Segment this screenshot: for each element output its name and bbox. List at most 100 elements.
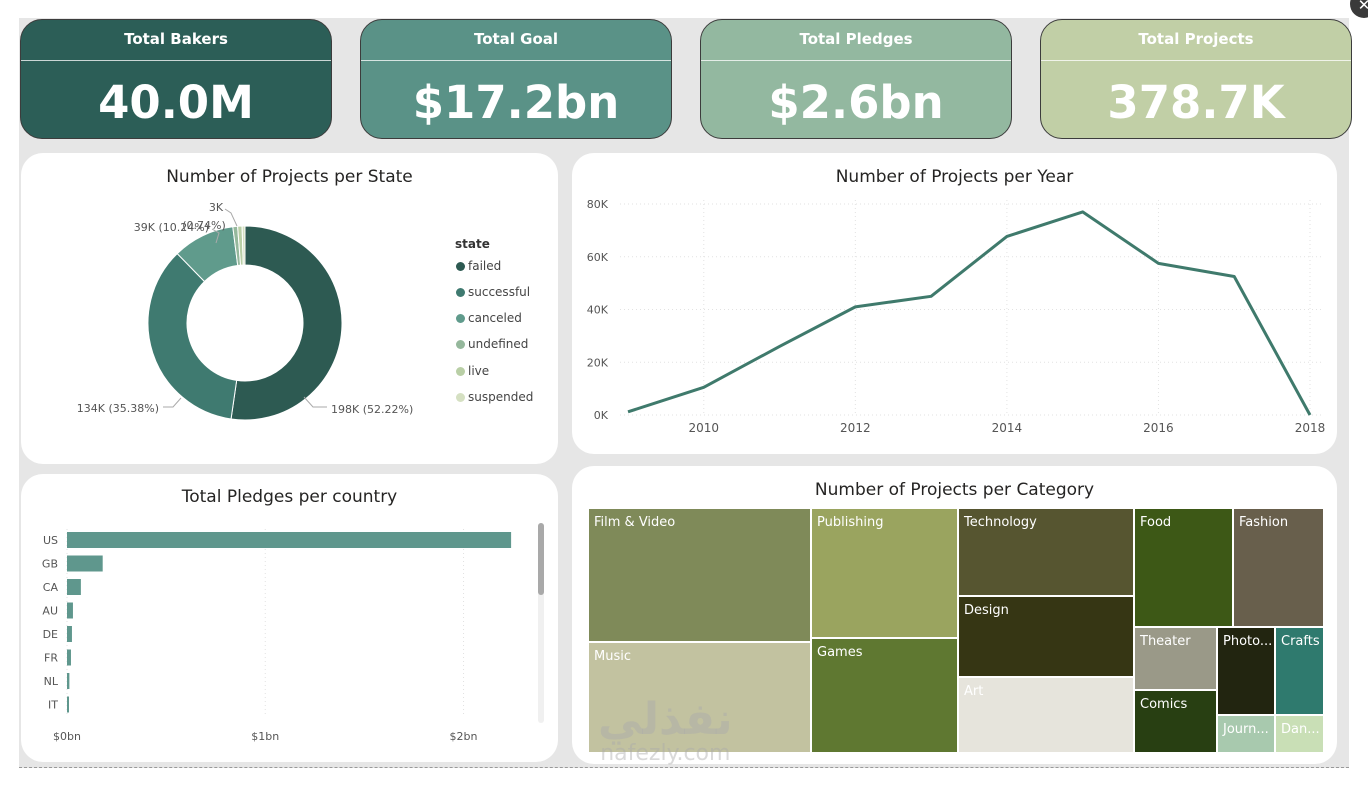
bar-AU[interactable] <box>67 602 73 619</box>
bar-US[interactable] <box>67 532 512 548</box>
chart-scrollbar[interactable] <box>538 523 544 723</box>
x-tick-label: 2010 <box>689 421 720 435</box>
watermark-latin: nafezly.com <box>600 741 731 766</box>
legend-label: live <box>468 364 490 378</box>
donut-slice-failed[interactable] <box>230 225 343 421</box>
kpi-total-goal[interactable]: Total Goal $17.2bn <box>360 19 672 139</box>
y-tick-label: 0K <box>594 409 609 422</box>
x-tick-label: 2014 <box>992 421 1023 435</box>
legend-dot <box>456 366 465 376</box>
donut-slice-suspended[interactable] <box>241 225 246 266</box>
y-tick-label: IT <box>48 699 58 712</box>
treemap-cell[interactable]: Dan... <box>1275 715 1324 753</box>
kpi-value: 40.0M <box>98 76 254 129</box>
legend-dot <box>456 313 465 323</box>
treemap-cell[interactable]: Technology <box>958 508 1134 596</box>
chart-title: Number of Projects per Category <box>814 480 1095 500</box>
treemap-cell[interactable]: Publishing <box>811 508 958 638</box>
treemap-label: Photo... <box>1223 634 1273 649</box>
treemap-label: Journ... <box>1223 722 1269 737</box>
kpi-total-projects[interactable]: Total Projects 378.7K <box>1040 19 1352 139</box>
legend-dot <box>456 261 465 271</box>
leader-line <box>211 228 220 244</box>
treemap-cell[interactable]: Fashion <box>1233 508 1324 627</box>
legend-label: undefined <box>468 337 529 351</box>
treemap-cell[interactable]: Music <box>588 642 811 753</box>
scroll-thumb[interactable] <box>538 523 544 595</box>
legend-item-undefined[interactable]: undefined <box>456 337 528 351</box>
treemap-cell[interactable]: Art <box>958 677 1134 753</box>
y-tick-label: NL <box>44 675 59 688</box>
legend-label: canceled <box>468 311 522 325</box>
treemap-label: Music <box>594 649 631 664</box>
country-chart-card[interactable]: Total Pledges per country $0bn $1bn $2bn US… <box>21 474 558 762</box>
bar-FR[interactable] <box>67 649 71 666</box>
state-chart-card[interactable]: Number of Projects per State 198K (52.22… <box>21 153 558 464</box>
chart-title: Number of Projects per State <box>166 167 413 187</box>
legend-item-successful[interactable]: successful <box>456 285 530 299</box>
legend-dot <box>456 392 465 402</box>
bar-NL[interactable] <box>67 673 70 689</box>
kpi-divider <box>21 60 331 61</box>
close-icon[interactable]: ✕ <box>1350 0 1368 18</box>
treemap-cell[interactable]: Journ... <box>1217 715 1275 753</box>
series-line[interactable] <box>627 210 1312 416</box>
bar-CA[interactable] <box>67 579 81 595</box>
chart-title: Total Pledges per country <box>181 487 398 507</box>
treemap-cell[interactable]: Film & Video <box>588 508 811 642</box>
treemap-label: Fashion <box>1239 515 1289 530</box>
treemap-label: Technology <box>964 515 1037 530</box>
legend-label: failed <box>468 259 502 273</box>
kpi-title: Total Bakers <box>124 30 228 48</box>
x-tick-label: 2018 <box>1295 421 1326 435</box>
donut-chart[interactable]: 198K (52.22%) 134K (35.38%) 39K (10.24%)3K… <box>21 153 558 464</box>
treemap-cell[interactable]: Games <box>811 638 958 753</box>
legend-label: successful <box>468 285 531 299</box>
data-label: (0.74%) <box>182 219 226 232</box>
treemap-label: Art <box>964 684 984 699</box>
legend-item-canceled[interactable]: canceled <box>456 311 522 325</box>
data-label: 39K (10.24%) <box>134 221 209 234</box>
y-tick-label: 60K <box>587 251 609 264</box>
bar-IT[interactable] <box>67 696 69 713</box>
leader-line <box>224 208 238 227</box>
treemap-cell[interactable]: Crafts <box>1275 627 1324 715</box>
treemap-label: Film & Video <box>594 515 676 530</box>
legend-item-live[interactable]: live <box>456 364 489 378</box>
treemap-cell[interactable]: Photo... <box>1217 627 1275 715</box>
year-chart-card[interactable]: Number of Projects per Year 80K 60K 40K 20K… <box>572 153 1337 454</box>
treemap-label: Food <box>1140 515 1172 530</box>
kpi-divider <box>361 60 671 61</box>
y-tick-label: 40K <box>587 304 609 317</box>
y-tick-label: DE <box>43 628 58 641</box>
x-tick-label: 2016 <box>1143 421 1174 435</box>
y-tick-label: FR <box>44 652 58 665</box>
kpi-total-pledges[interactable]: Total Pledges $2.6bn <box>700 19 1012 139</box>
treemap-cell[interactable]: Comics <box>1134 690 1217 753</box>
kpi-divider <box>1041 60 1351 61</box>
legend-dot <box>456 287 465 297</box>
kpi-total-bakers[interactable]: Total Bakers 40.0M <box>20 19 332 139</box>
kpi-divider <box>701 60 1011 61</box>
line-chart[interactable]: 80K 60K 40K 20K 0K 2010 2012 2014 2016 2018 <box>572 153 1337 454</box>
legend-dot <box>456 339 465 349</box>
legend-item-failed[interactable]: failed <box>456 259 501 273</box>
kpi-title: Total Projects <box>1138 30 1254 48</box>
x-tick-label: $0bn <box>53 730 81 743</box>
x-tick-label: 2012 <box>840 421 871 435</box>
donut-slice-successful[interactable] <box>147 252 238 420</box>
data-label: 134K (35.38%) <box>77 402 159 415</box>
treemap-label: Games <box>817 645 863 660</box>
y-tick-label: AU <box>42 605 58 618</box>
treemap-cell[interactable]: Theater <box>1134 627 1217 690</box>
bar-GB[interactable] <box>67 555 103 572</box>
watermark-arabic: نفذلي <box>598 694 733 745</box>
bar-chart[interactable]: $0bn $1bn $2bn US GB CA AU DE FR NL IT <box>21 474 558 762</box>
legend-item-suspended[interactable]: suspended <box>456 390 533 404</box>
treemap-label: Dan... <box>1281 722 1320 737</box>
legend-label: suspended <box>468 390 534 404</box>
treemap-cell[interactable]: Design <box>958 596 1134 677</box>
kpi-value: 378.7K <box>1107 76 1285 129</box>
bar-DE[interactable] <box>67 626 72 642</box>
treemap-cell[interactable]: Food <box>1134 508 1233 627</box>
